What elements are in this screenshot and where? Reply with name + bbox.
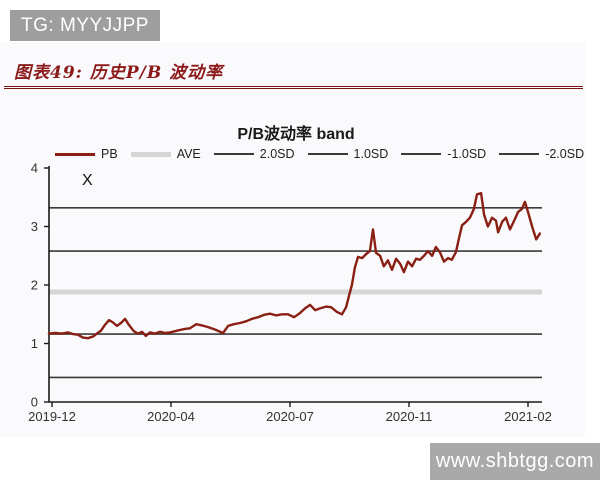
- legend-item--2.0sd: -2.0SD: [499, 147, 584, 161]
- x-tick-label: 2019-12: [28, 409, 76, 424]
- x-tick-label: 2020-04: [147, 409, 195, 424]
- y-tick-label: 2: [31, 278, 38, 293]
- legend-item-ave: AVE: [130, 147, 201, 161]
- pb-line: [47, 191, 542, 340]
- y-tick-label: 4: [31, 161, 38, 176]
- y-tick-label: 3: [31, 219, 38, 234]
- legend-label: 2.0SD: [259, 147, 295, 161]
- legend-item-pb: PB: [55, 147, 118, 161]
- caption-double-rule: [4, 86, 583, 89]
- chart-legend: PB AVE 2.0SD 1.0SD -1.0SD -2.0SD: [55, 147, 597, 161]
- legend-label: PB: [101, 147, 118, 161]
- y-tick-label: 1: [31, 336, 38, 351]
- legend-line-swatch: [307, 153, 348, 155]
- legend-label: AVE: [176, 147, 201, 161]
- x-tick-label: 2021-02: [504, 409, 552, 424]
- legend-label: -2.0SD: [545, 147, 585, 161]
- y-tick-label: 0: [31, 395, 38, 410]
- legend-label: 1.0SD: [353, 147, 389, 161]
- legend-line-swatch: [499, 153, 540, 155]
- legend-item-2.0sd: 2.0SD: [213, 147, 295, 161]
- annotation-x-mark: X: [82, 172, 93, 189]
- legend-item--1.0sd: -1.0SD: [401, 147, 486, 161]
- chart-title: P/B波动率 band: [237, 126, 355, 143]
- legend-line-swatch: [130, 151, 171, 157]
- legend-label: -1.0SD: [447, 147, 487, 161]
- legend-item-1.0sd: 1.0SD: [307, 147, 389, 161]
- legend-line-swatch: [55, 152, 95, 156]
- tg-badge: TG: MYYJJPP: [10, 10, 160, 41]
- legend-line-swatch: [401, 153, 442, 155]
- x-tick-label: 2020-07: [266, 409, 314, 424]
- legend-line-swatch: [213, 153, 254, 155]
- figure-caption: 图表49: 历史P/B 波动率: [14, 63, 224, 83]
- watermark-badge: www.shbtgg.com: [430, 443, 600, 480]
- chart-panel: [0, 42, 585, 437]
- x-tick-label: 2020-11: [386, 409, 433, 424]
